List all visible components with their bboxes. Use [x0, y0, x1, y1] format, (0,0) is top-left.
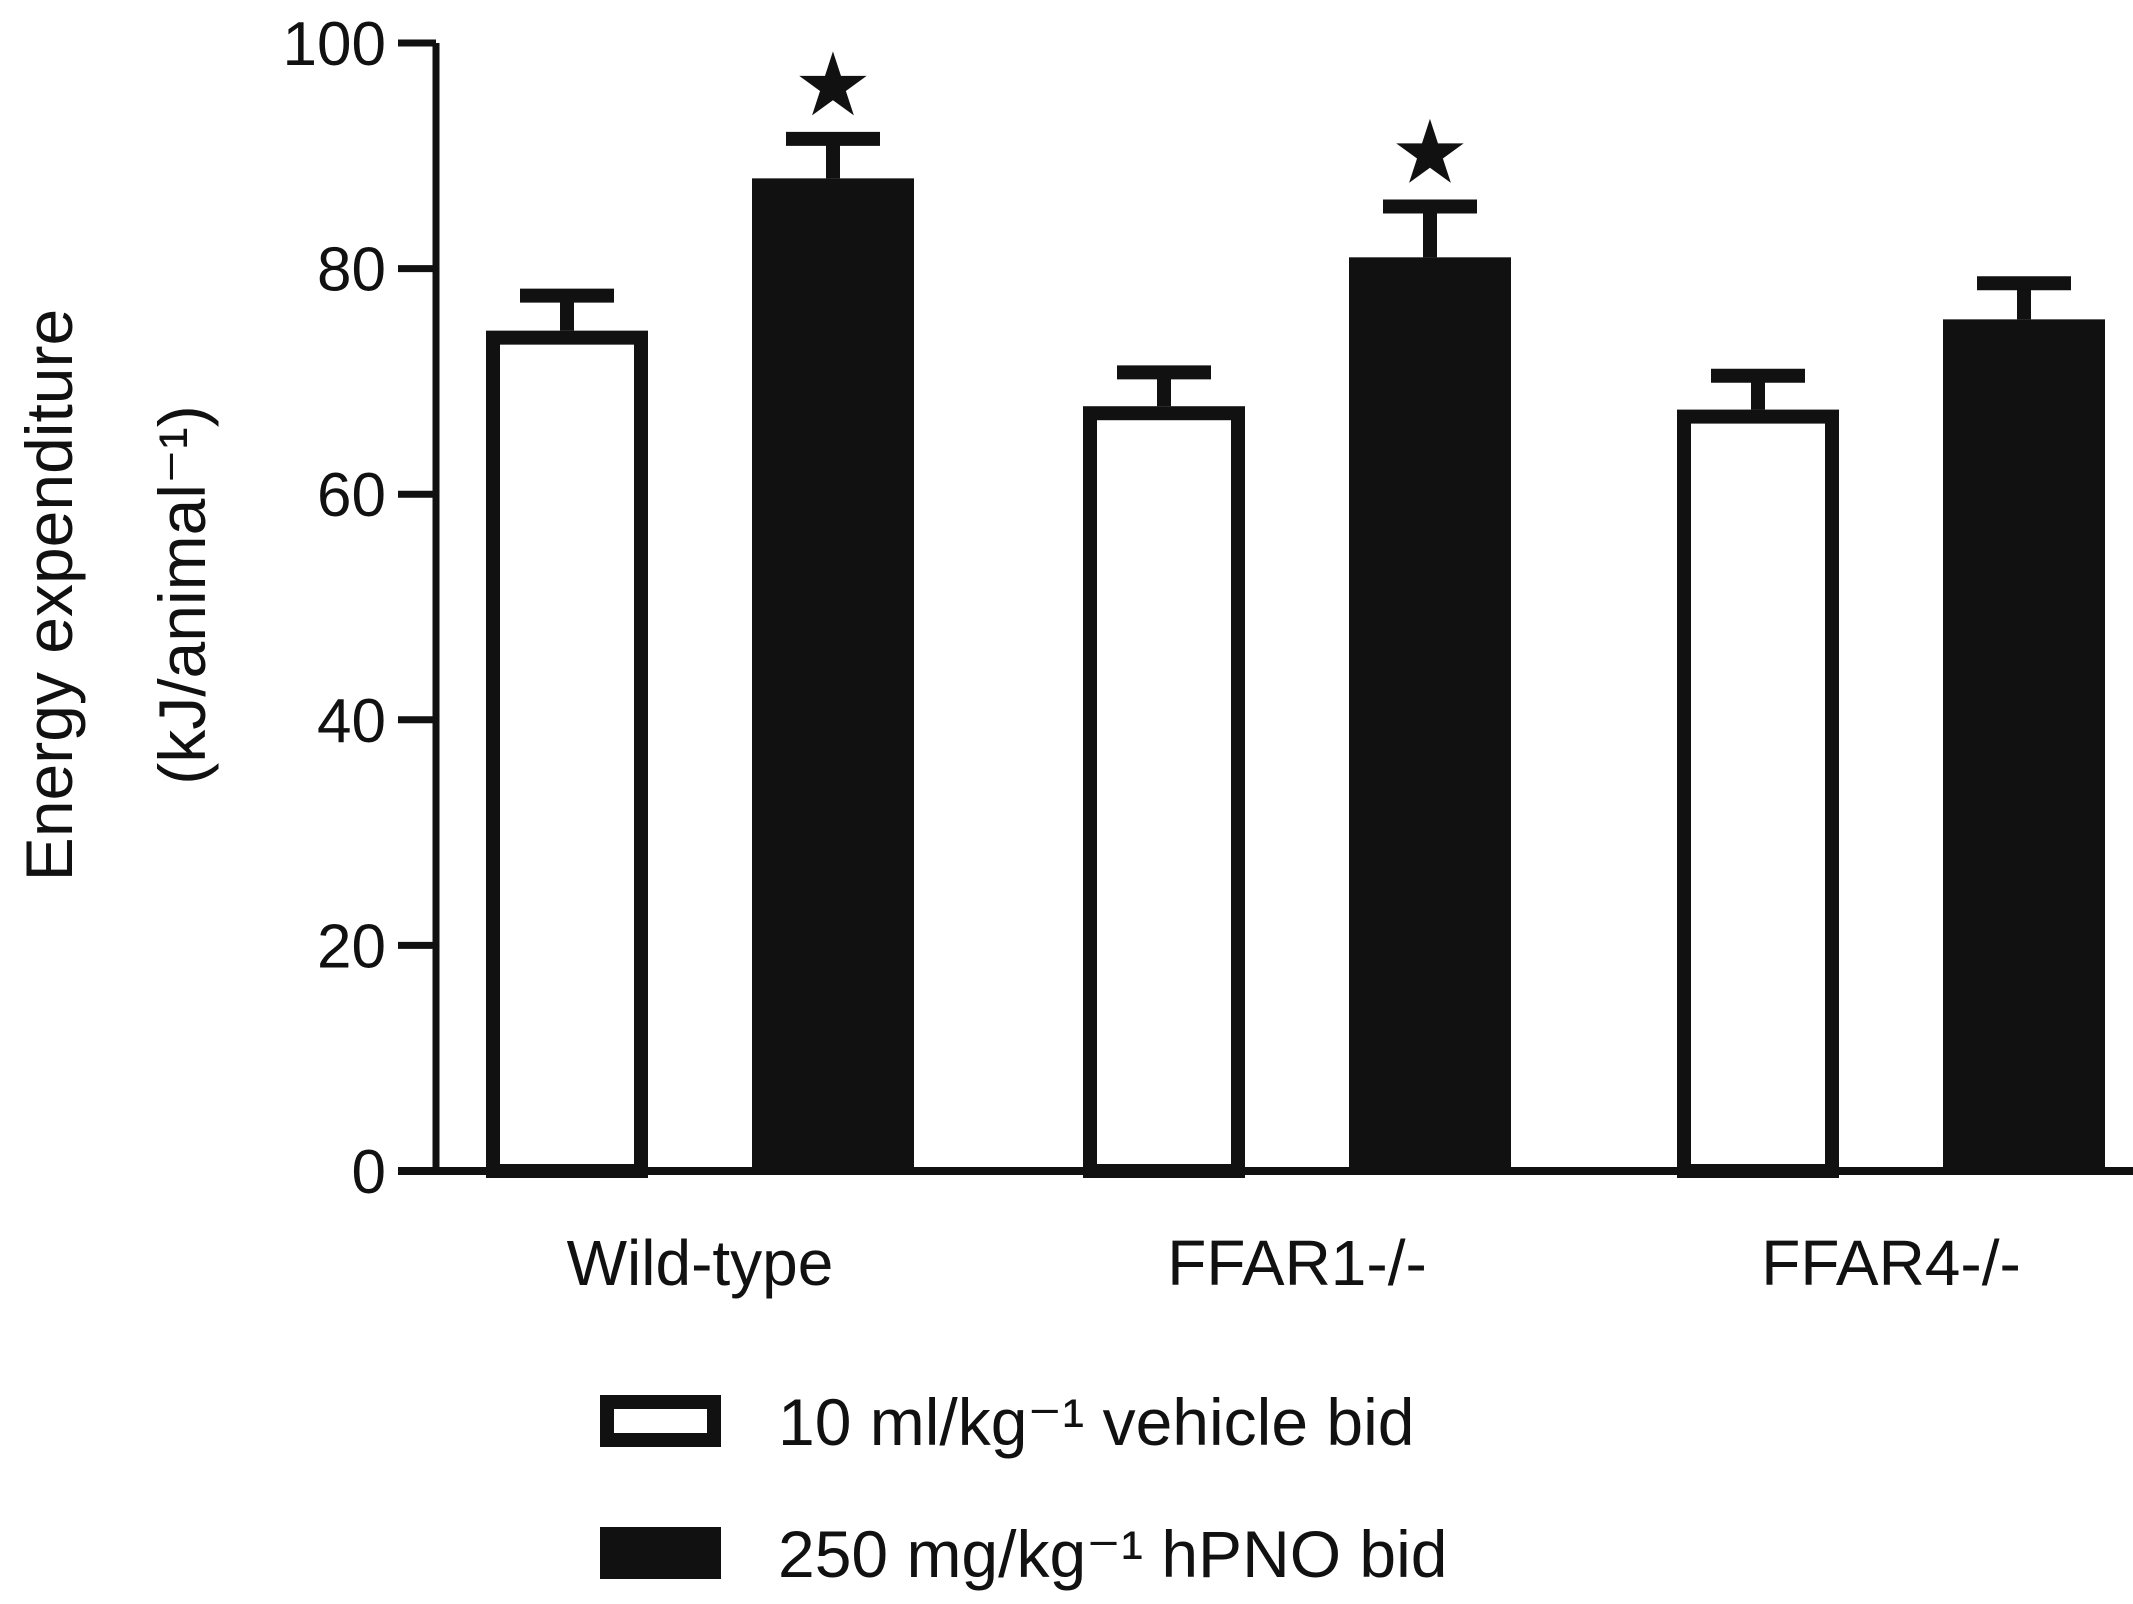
bar-vehicle [486, 330, 648, 1178]
y-tick-label: 0 [352, 1138, 386, 1207]
x-axis: Wild-type FFAR1-/- FFAR4-/- [398, 1167, 2133, 1299]
y-axis-title-line2: (kJ/animal⁻¹) [145, 405, 219, 785]
significance-star-icon: ★ [794, 35, 873, 134]
y-tick-label: 60 [317, 461, 386, 530]
bar-hpno [1349, 257, 1511, 1171]
significance-star-icon: ★ [1391, 103, 1470, 202]
legend-swatch-hpno [600, 1527, 721, 1579]
legend-label: 250 mg/kg⁻¹ hPNO bid [778, 1517, 1447, 1591]
y-tick-label: 100 [283, 10, 386, 79]
y-axis: 0 20 40 60 80 100 [283, 10, 440, 1207]
legend: 10 ml/kg⁻¹ vehicle bid 250 mg/kg⁻¹ hPNO b… [600, 1385, 1447, 1591]
x-tick-label: FFAR1-/- [1167, 1227, 1427, 1299]
x-tick-label: FFAR4-/- [1761, 1227, 2021, 1299]
x-tick-label: Wild-type [567, 1227, 834, 1299]
y-axis-title: Energy expenditure (kJ/animal⁻¹) [12, 309, 219, 881]
legend-label: 10 ml/kg⁻¹ vehicle bid [778, 1385, 1414, 1459]
bar-vehicle [1083, 406, 1245, 1178]
y-axis-title-line1: Energy expenditure [12, 309, 86, 881]
bar-hpno [1943, 319, 2105, 1171]
y-tick-label: 40 [317, 687, 386, 756]
bar-vehicle [1677, 409, 1839, 1179]
bar-hpno [752, 178, 914, 1172]
y-tick-label: 80 [317, 236, 386, 305]
legend-swatch-vehicle [600, 1395, 721, 1447]
bars: ★★ [486, 35, 2105, 1179]
y-tick-label: 20 [317, 912, 386, 981]
